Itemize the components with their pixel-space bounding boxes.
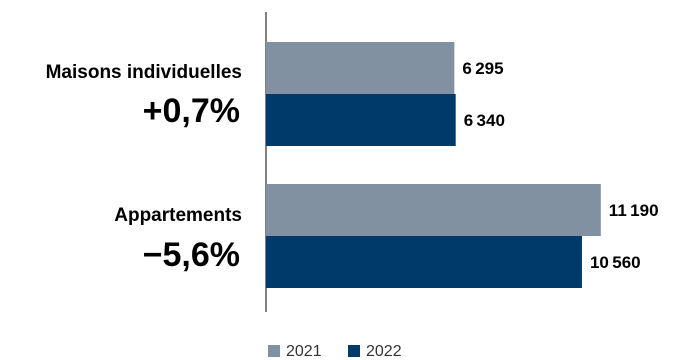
bar-maisons-2022 <box>266 94 456 146</box>
category-label-maisons: Maisons individuelles <box>46 62 242 83</box>
legend: 2021 2022 <box>268 343 402 360</box>
legend-swatch-2021 <box>268 345 280 357</box>
legend-label-2022: 2022 <box>366 343 402 360</box>
bar-appartements-2022 <box>266 236 582 288</box>
bar-appartements-2021 <box>266 184 601 236</box>
category-change-maisons: +0,7% <box>143 92 240 130</box>
legend-swatch-2022 <box>348 345 360 357</box>
bars-group <box>266 42 601 288</box>
category-label-appartements: Appartements <box>114 205 242 226</box>
value-label-appartements-2022: 10 560 <box>590 253 641 272</box>
bar-maisons-2021 <box>266 42 455 94</box>
value-label-maisons-2022: 6 340 <box>464 111 505 130</box>
value-label-appartements-2021: 11 190 <box>609 201 659 220</box>
value-labels-group: 6 295 6 340 11 190 10 560 <box>462 59 658 272</box>
category-group-maisons: Maisons individuelles +0,7% <box>46 62 242 130</box>
legend-label-2021: 2021 <box>286 343 322 360</box>
value-label-maisons-2021: 6 295 <box>462 59 503 78</box>
category-group-appartements: Appartements −5,6% <box>114 205 242 274</box>
category-change-appartements: −5,6% <box>143 236 240 274</box>
